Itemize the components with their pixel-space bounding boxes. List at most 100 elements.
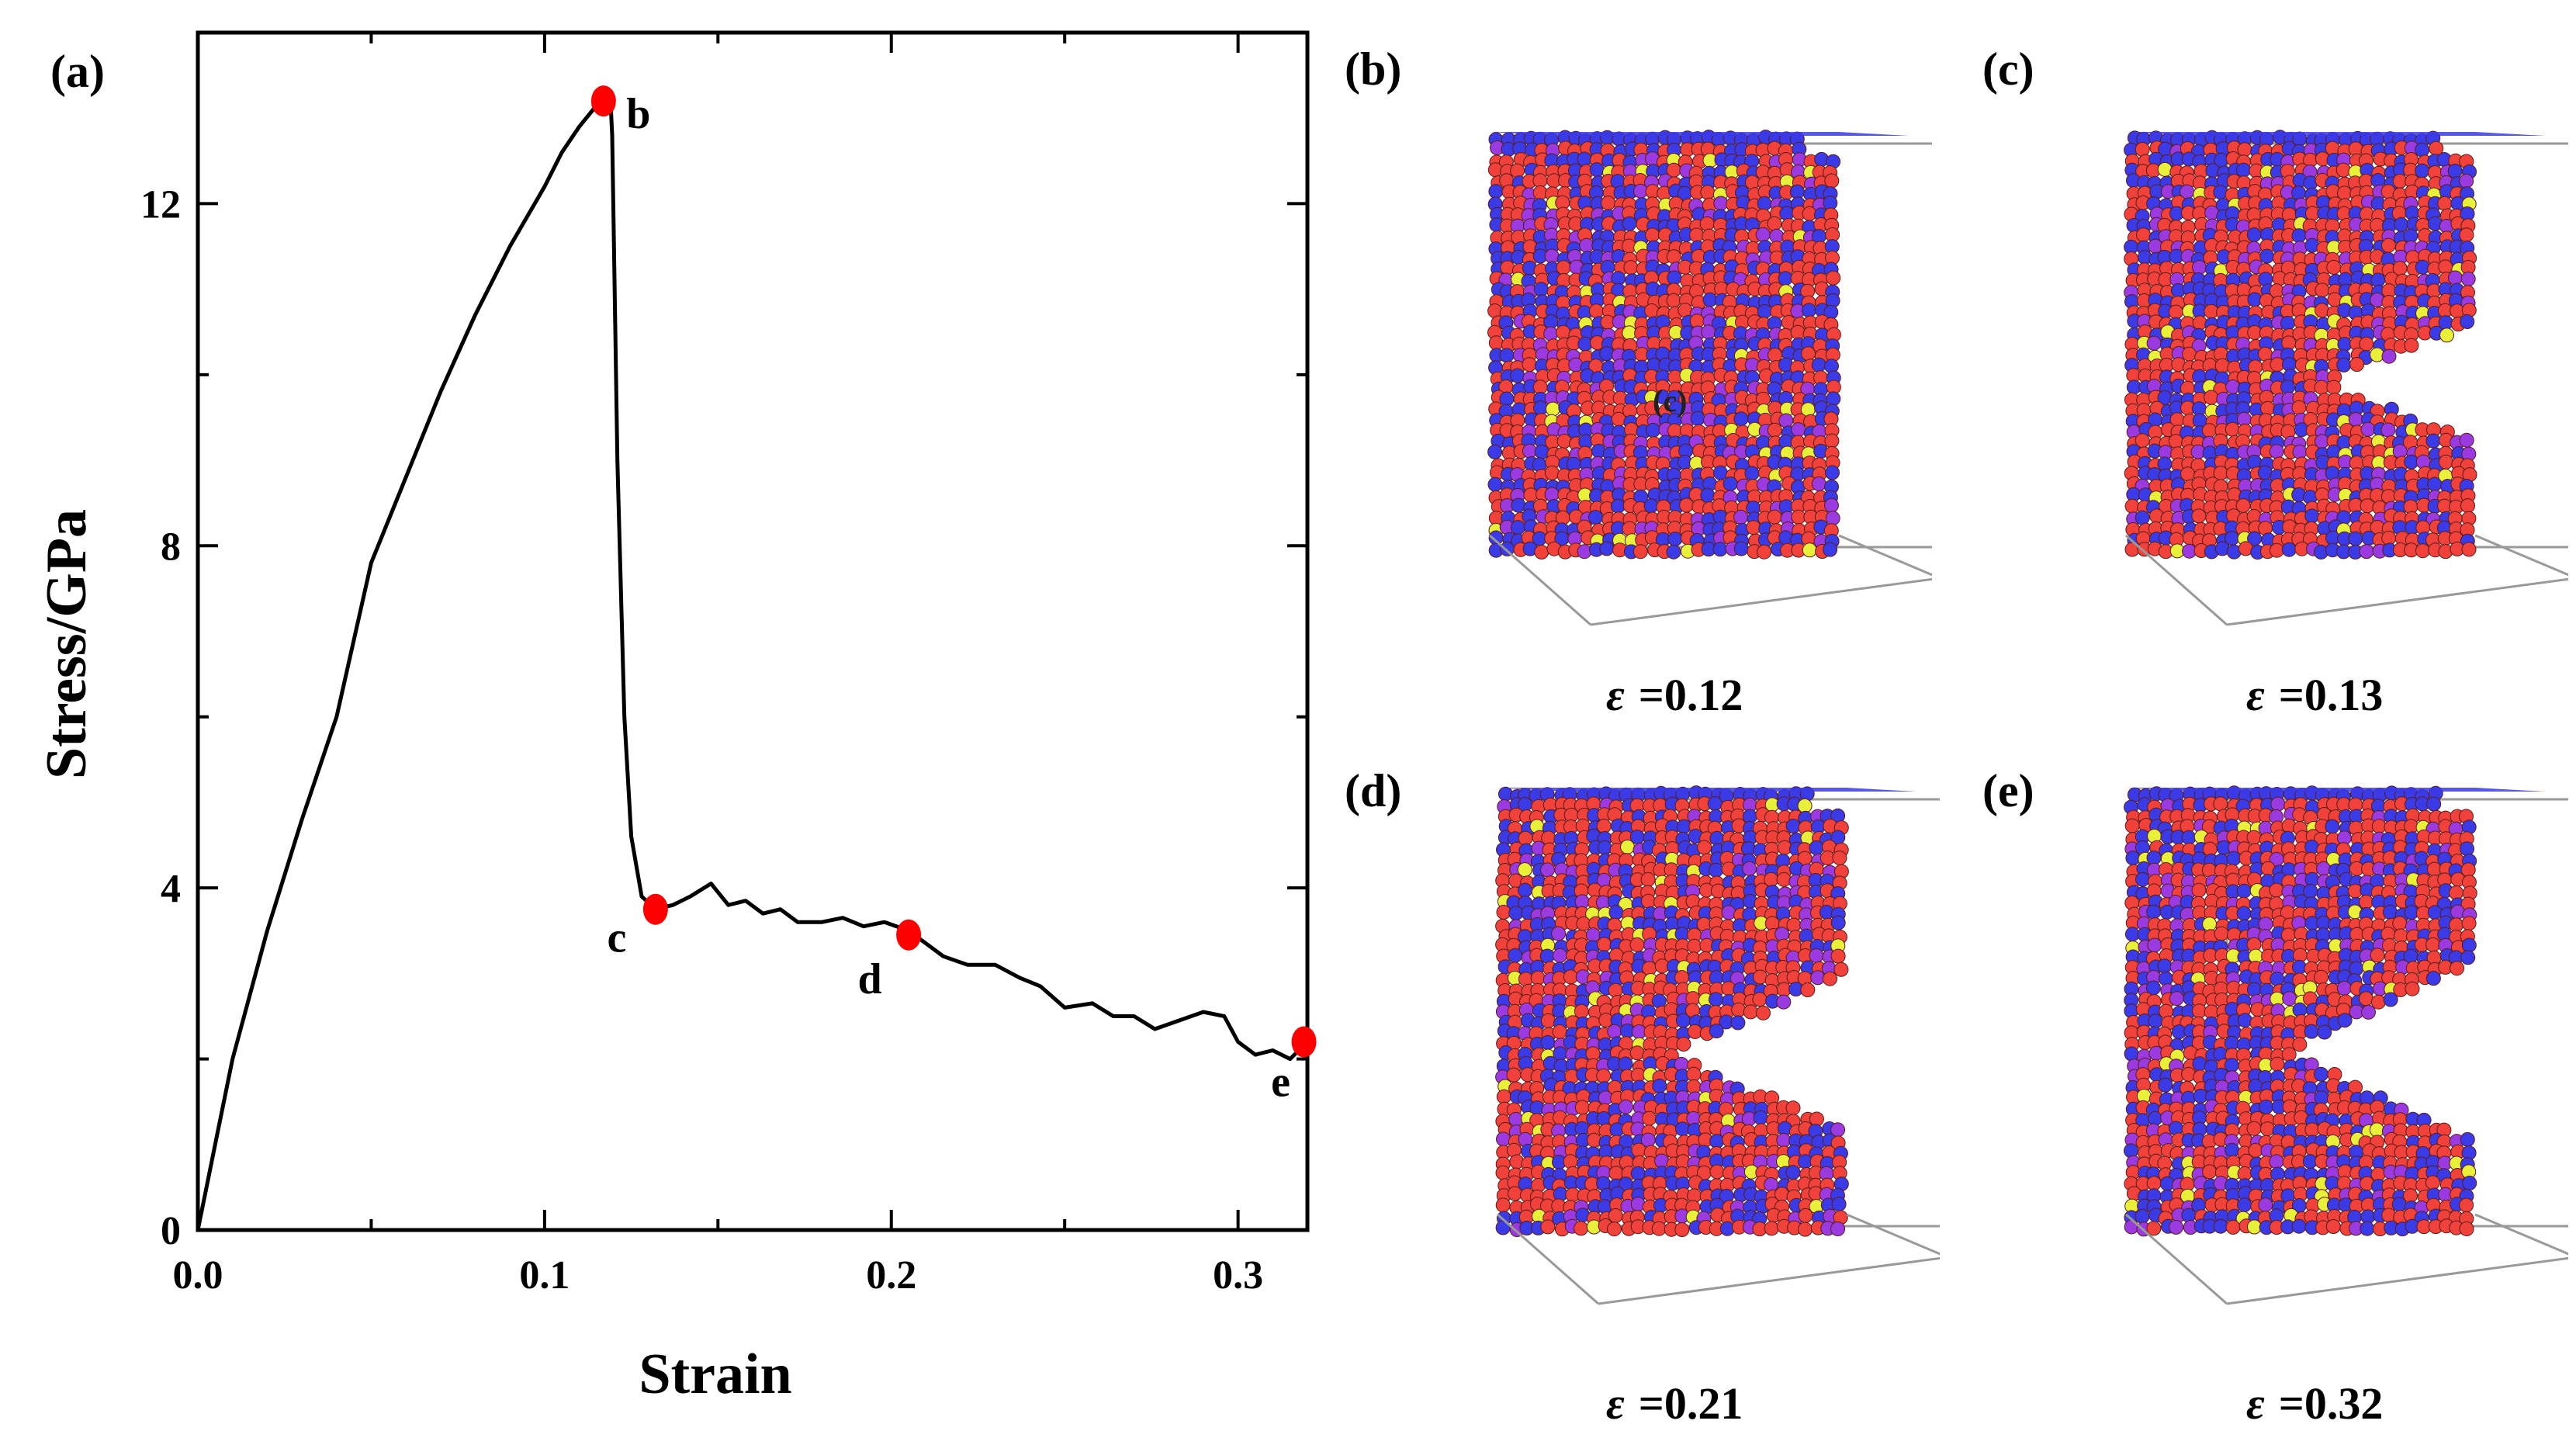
atom [1630, 1166, 1646, 1181]
atom [1499, 391, 1515, 407]
atom [1574, 1221, 1588, 1236]
marker-e [1291, 1026, 1317, 1058]
atom [1543, 326, 1559, 341]
atom [2460, 498, 2475, 514]
box-top-face [1490, 132, 1909, 136]
atom [1752, 992, 1768, 1007]
atom [1544, 465, 1560, 480]
atom [1733, 541, 1749, 556]
atom-snapshot-b: (c) [1487, 130, 1932, 626]
atom [1810, 970, 1826, 986]
strain-caption-e: ε =0.32 [2246, 1377, 2383, 1429]
y-tick-label: 0 [161, 1209, 181, 1253]
x-tick-label: 0.1 [519, 1253, 570, 1298]
atom [1713, 196, 1729, 211]
atom [1508, 1186, 1522, 1201]
atom [2380, 237, 2396, 253]
atom [1797, 798, 1813, 813]
epsilon-symbol: ε [1606, 1378, 1625, 1429]
atom [2392, 916, 2408, 931]
atom [1826, 391, 1841, 407]
atom [2135, 142, 2150, 157]
atom [1699, 216, 1715, 231]
atom [1488, 184, 1504, 199]
atom [2269, 1154, 2284, 1169]
atom [2224, 1058, 2239, 1072]
x-axis-label: Strain [639, 1343, 791, 1406]
atom [2269, 882, 2284, 898]
atom [1687, 938, 1702, 954]
y-tick-label: 4 [161, 867, 181, 911]
atom [2214, 926, 2229, 941]
atom [1579, 237, 1594, 253]
atom [2236, 906, 2252, 921]
atom [1620, 839, 1635, 854]
atom [2459, 227, 2474, 243]
box-edge [1590, 577, 1932, 626]
atom [1768, 348, 1783, 362]
atom [2213, 796, 2228, 812]
atom [1809, 948, 1824, 963]
atom [1830, 915, 1846, 930]
atom [2191, 1003, 2207, 1019]
atom [2258, 917, 2273, 932]
atom [1496, 1089, 1511, 1104]
atom [2259, 248, 2275, 264]
atom [1785, 1165, 1801, 1180]
atom [2182, 346, 2197, 362]
atom [2124, 498, 2140, 514]
simulation-box-front [2125, 534, 2568, 626]
atom [1675, 1121, 1690, 1137]
atom [1611, 411, 1626, 427]
simulation-box-front [2125, 1213, 2568, 1305]
atom [1641, 893, 1656, 909]
atom [1824, 433, 1840, 449]
atom [2270, 796, 2286, 812]
atom [1556, 324, 1571, 340]
atom [1574, 1100, 1590, 1115]
atom [1534, 444, 1549, 459]
atom [1643, 498, 1659, 514]
atom [2317, 1024, 2332, 1040]
atom [1730, 1015, 1746, 1031]
atom [1767, 422, 1782, 438]
atom [2360, 1221, 2375, 1236]
atom [1674, 1222, 1690, 1237]
atom [1608, 1208, 1623, 1223]
atom [2335, 162, 2351, 178]
atom [2450, 961, 2464, 976]
atom [2269, 542, 2284, 558]
atom [2225, 421, 2240, 437]
atom [1697, 840, 1712, 855]
panel-label-b: (b) [1345, 43, 1402, 95]
atom [1645, 227, 1660, 243]
panel-label-c: (c) [1982, 43, 2034, 95]
atom [2125, 851, 2141, 866]
atom [1666, 293, 1681, 308]
atom [2325, 1219, 2341, 1234]
atom [1563, 969, 1578, 985]
atom [1545, 401, 1560, 417]
atom [1690, 411, 1705, 426]
marker-d [896, 919, 922, 951]
inner-mark-label: (c) [1653, 383, 1687, 418]
atom-cloud [1487, 130, 1841, 560]
atom [1487, 444, 1503, 459]
atom [1522, 357, 1537, 372]
atom [1596, 1111, 1612, 1126]
atom [2359, 894, 2373, 910]
atom [1733, 509, 1749, 525]
atom [1733, 411, 1749, 427]
atom [2404, 338, 2419, 353]
atom [2246, 1219, 2262, 1235]
atom [1496, 904, 1511, 920]
box-edge [1489, 534, 1591, 626]
atom [1709, 862, 1724, 878]
atom-cloud [1495, 785, 1849, 1237]
atom [1629, 1045, 1645, 1061]
atom [1786, 917, 1802, 933]
atom [2383, 992, 2398, 1007]
atom [2359, 544, 2374, 560]
